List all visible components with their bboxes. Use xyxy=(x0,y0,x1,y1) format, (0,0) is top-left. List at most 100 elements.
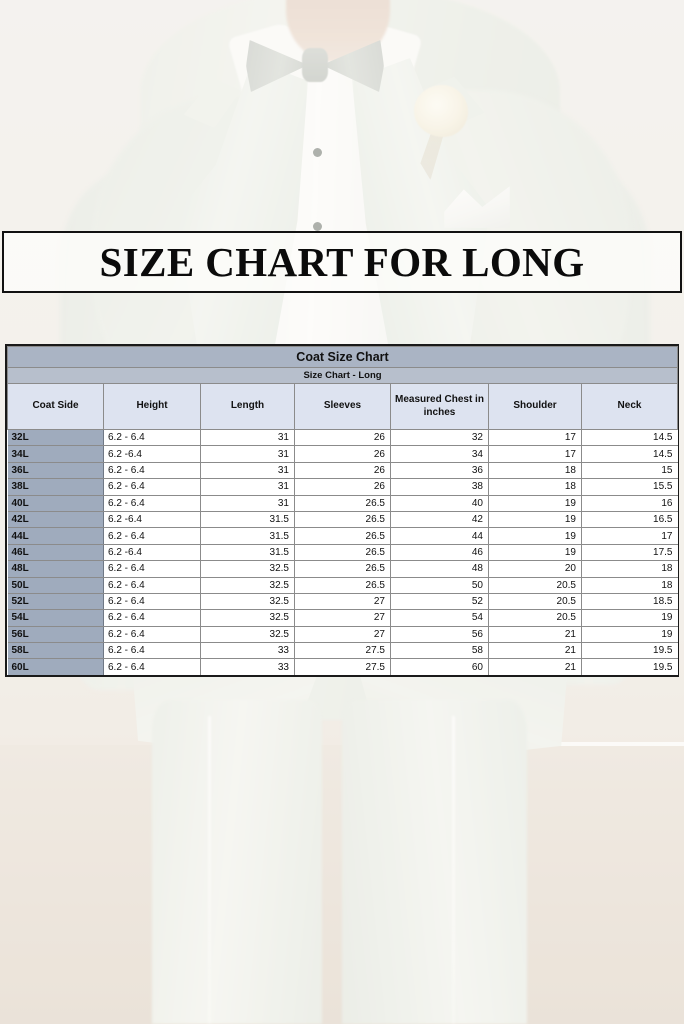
cell-neck: 15 xyxy=(581,461,678,480)
cell-height: 6.2 -6.4 xyxy=(103,445,201,463)
cell-coat-side: 38L xyxy=(7,478,104,496)
cell-measured-chest: 36 xyxy=(390,461,489,480)
cell-height: 6.2 - 6.4 xyxy=(103,560,201,578)
cell-coat-side: 50L xyxy=(7,576,104,594)
size-chart-table-container: Coat Size Chart Size Chart - Long Coat S… xyxy=(5,344,679,678)
cell-coat-side: 56L xyxy=(7,625,104,644)
cell-coat-side: 46L xyxy=(7,543,104,562)
cell-sleeves: 26.5 xyxy=(294,560,391,578)
size-chart-table: Coat Size Chart Size Chart - Long Coat S… xyxy=(7,346,678,676)
cell-height: 6.2 - 6.4 xyxy=(103,625,201,644)
cell-length: 32.5 xyxy=(200,625,295,644)
cell-coat-side: 48L xyxy=(7,560,104,578)
cell-measured-chest: 54 xyxy=(390,609,489,627)
cell-length: 32.5 xyxy=(200,609,295,627)
column-header-neck: Neck xyxy=(581,383,678,430)
table-main-header: Coat Size Chart xyxy=(7,346,678,368)
page-title: SIZE CHART FOR LONG xyxy=(99,239,585,285)
cell-height: 6.2 - 6.4 xyxy=(103,658,201,676)
cell-measured-chest: 46 xyxy=(390,543,489,562)
table-row: 56L 6.2 - 6.4 32.5 27 56 21 19 xyxy=(7,625,678,644)
table-row: 32L 6.2 - 6.4 31 26 32 17 14.5 xyxy=(7,428,678,447)
cell-sleeves: 26.5 xyxy=(294,494,391,512)
cell-sleeves: 26 xyxy=(294,478,391,496)
cell-sleeves: 26 xyxy=(294,445,391,463)
cell-sleeves: 27.5 xyxy=(294,642,391,660)
cell-coat-side: 34L xyxy=(7,445,104,463)
column-header-sleeves: Sleeves xyxy=(294,383,391,430)
cell-neck: 19.5 xyxy=(581,658,678,676)
cell-shoulder: 17 xyxy=(488,428,582,447)
table-sub-header: Size Chart - Long xyxy=(7,367,678,384)
cell-length: 33 xyxy=(200,658,295,676)
cell-neck: 17 xyxy=(581,527,678,545)
cell-shoulder: 21 xyxy=(488,658,582,676)
column-header-measured-chest: Measured Chest in inches xyxy=(390,383,489,430)
cell-neck: 14.5 xyxy=(581,428,678,447)
cell-shoulder: 18 xyxy=(488,478,582,496)
cell-sleeves: 26.5 xyxy=(294,527,391,545)
cell-length: 31.5 xyxy=(200,510,295,529)
table-row: 42L 6.2 -6.4 31.5 26.5 42 19 16.5 xyxy=(7,510,678,529)
cell-neck: 19 xyxy=(581,609,678,627)
cell-neck: 15.5 xyxy=(581,478,678,496)
cell-length: 31.5 xyxy=(200,527,295,545)
cell-coat-side: 32L xyxy=(7,428,104,447)
cell-length: 32.5 xyxy=(200,576,295,594)
column-header-length: Length xyxy=(200,383,295,430)
cell-neck: 14.5 xyxy=(581,445,678,463)
cell-neck: 16 xyxy=(581,494,678,512)
cell-shoulder: 18 xyxy=(488,461,582,480)
shirt-stud-upper xyxy=(313,148,322,157)
cell-height: 6.2 - 6.4 xyxy=(103,428,201,447)
cell-sleeves: 26 xyxy=(294,461,391,480)
title-banner: SIZE CHART FOR LONG xyxy=(2,231,682,293)
cell-coat-side: 52L xyxy=(7,592,104,611)
cell-shoulder: 19 xyxy=(488,494,582,512)
cell-sleeves: 26.5 xyxy=(294,576,391,594)
table-row: 48L 6.2 - 6.4 32.5 26.5 48 20 18 xyxy=(7,560,678,578)
table-sub-header-row: Size Chart - Long xyxy=(7,367,678,384)
cell-shoulder: 21 xyxy=(488,625,582,644)
cell-neck: 18 xyxy=(581,576,678,594)
cell-length: 32.5 xyxy=(200,560,295,578)
cell-height: 6.2 -6.4 xyxy=(103,510,201,529)
cell-neck: 19 xyxy=(581,625,678,644)
cell-length: 31 xyxy=(200,428,295,447)
table-head: Coat Size Chart Size Chart - Long Coat S… xyxy=(7,346,678,430)
table-row: 52L 6.2 - 6.4 32.5 27 52 20.5 18.5 xyxy=(7,592,678,611)
cell-height: 6.2 - 6.4 xyxy=(103,478,201,496)
cell-shoulder: 19 xyxy=(488,510,582,529)
cell-neck: 18 xyxy=(581,560,678,578)
bow-tie-knot xyxy=(302,48,328,82)
column-header-coat-side: Coat Side xyxy=(7,383,104,430)
cell-neck: 19.5 xyxy=(581,642,678,660)
cell-length: 31 xyxy=(200,461,295,480)
cell-length: 33 xyxy=(200,642,295,660)
shirt-stud-lower xyxy=(313,222,322,231)
table-row: 54L 6.2 - 6.4 32.5 27 54 20.5 19 xyxy=(7,609,678,627)
cell-shoulder: 20 xyxy=(488,560,582,578)
cell-height: 6.2 - 6.4 xyxy=(103,609,201,627)
cell-shoulder: 20.5 xyxy=(488,592,582,611)
boutonniere-rose xyxy=(414,85,468,137)
cell-height: 6.2 - 6.4 xyxy=(103,461,201,480)
cell-neck: 18.5 xyxy=(581,592,678,611)
cell-measured-chest: 48 xyxy=(390,560,489,578)
cell-sleeves: 27.5 xyxy=(294,658,391,676)
cell-height: 6.2 - 6.4 xyxy=(103,592,201,611)
cell-height: 6.2 - 6.4 xyxy=(103,576,201,594)
cell-measured-chest: 34 xyxy=(390,445,489,463)
cell-measured-chest: 44 xyxy=(390,527,489,545)
table-row: 40L 6.2 - 6.4 31 26.5 40 19 16 xyxy=(7,494,678,512)
cell-sleeves: 26.5 xyxy=(294,510,391,529)
cell-length: 31 xyxy=(200,445,295,463)
cell-neck: 16.5 xyxy=(581,510,678,529)
cell-height: 6.2 - 6.4 xyxy=(103,527,201,545)
cell-measured-chest: 60 xyxy=(390,658,489,676)
cell-measured-chest: 32 xyxy=(390,428,489,447)
cell-shoulder: 19 xyxy=(488,543,582,562)
cell-shoulder: 20.5 xyxy=(488,609,582,627)
cell-shoulder: 17 xyxy=(488,445,582,463)
